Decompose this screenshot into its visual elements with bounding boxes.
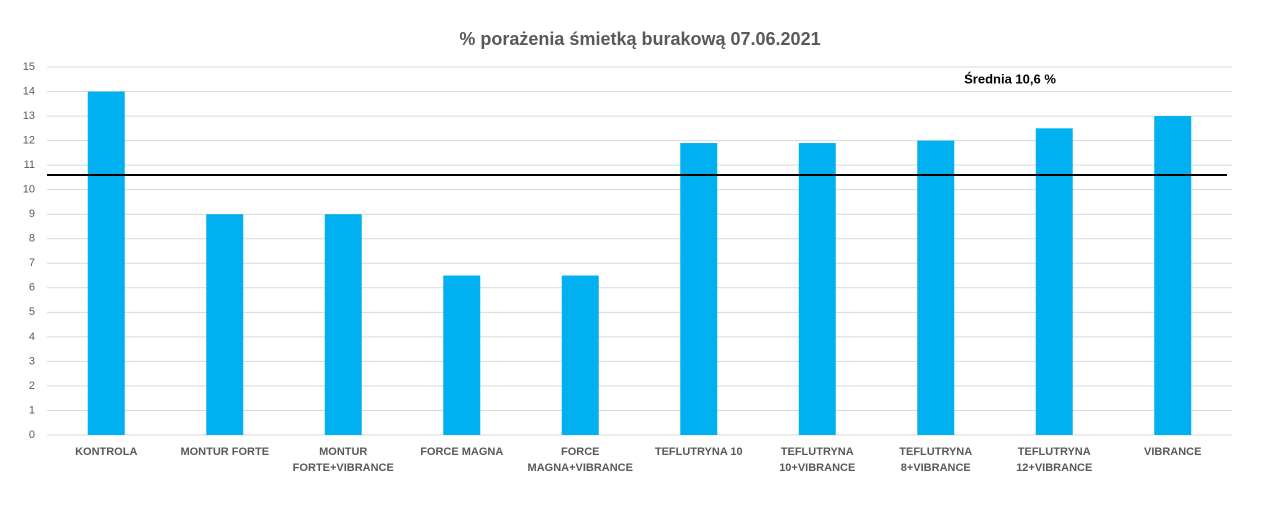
y-tick-label: 14 (23, 85, 35, 97)
x-tick-label: TEFLUTRYNA 10+VIBRANCE (779, 446, 856, 474)
y-tick-label: 11 (24, 159, 35, 171)
bar (87, 91, 125, 436)
x-tick-label: FORCE MAGNA+VIBRANCE (527, 446, 633, 474)
bar (324, 214, 362, 435)
y-tick-label: 0 (29, 429, 35, 441)
y-tick-label: 2 (29, 380, 35, 392)
y-tick-label: 13 (23, 110, 35, 122)
bar (1154, 116, 1192, 436)
y-tick-label: 1 (29, 404, 35, 416)
x-tick-label: MONTUR FORTE+VIBRANCE (292, 446, 394, 474)
y-tick-label: 4 (29, 331, 35, 343)
bar (680, 143, 718, 435)
y-tick-label: 10 (23, 184, 35, 196)
y-tick-label: 8 (29, 233, 35, 245)
y-tick-label: 5 (29, 306, 35, 318)
y-tick-label: 3 (29, 355, 35, 367)
y-tick-label: 12 (23, 135, 35, 147)
bar (443, 275, 481, 435)
x-tick-label: TEFLUTRYNA 10 (654, 446, 743, 458)
x-tick-label: VIBRANCE (1144, 446, 1202, 458)
y-tick-label: 6 (29, 282, 35, 294)
x-tick-label: MONTUR FORTE (180, 446, 270, 458)
bar (917, 140, 955, 435)
bar (798, 143, 836, 435)
reference-label: Średnia 10,6 % (964, 71, 1056, 86)
x-tick-label: KONTROLA (75, 446, 138, 458)
y-tick-label: 9 (29, 208, 35, 220)
x-tick-label: FORCE MAGNA (420, 446, 504, 458)
x-tick-label: TEFLUTRYNA 12+VIBRANCE (1016, 446, 1093, 474)
bar (206, 214, 244, 435)
y-tick-label: 7 (29, 257, 35, 269)
chart-title: % porażenia śmietką burakową 07.06.2021 (459, 29, 820, 49)
x-tick-label: TEFLUTRYNA 8+VIBRANCE (899, 446, 973, 474)
bar (1035, 128, 1073, 436)
y-tick-label: 15 (23, 61, 35, 73)
bar (561, 275, 599, 435)
